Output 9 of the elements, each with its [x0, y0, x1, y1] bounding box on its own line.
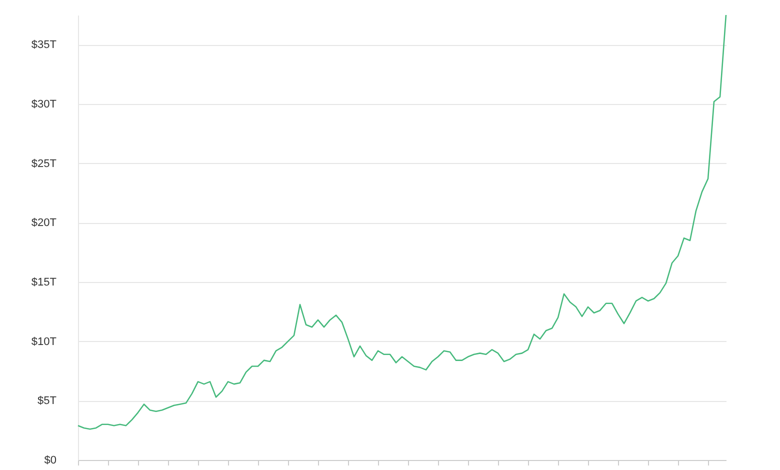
y-tick-label: $10T	[31, 336, 57, 348]
y-tick-label: $20T	[31, 217, 57, 230]
y-tick-label: $30T	[31, 98, 57, 110]
y-tick-label: $15T	[31, 276, 57, 288]
y-tick-label: $35T	[31, 39, 57, 52]
y-tick-label: $0	[44, 454, 56, 466]
line-series	[77, 14, 727, 430]
y-tick-label: $25T	[31, 158, 57, 170]
y-tick-label: $5T	[38, 395, 57, 408]
